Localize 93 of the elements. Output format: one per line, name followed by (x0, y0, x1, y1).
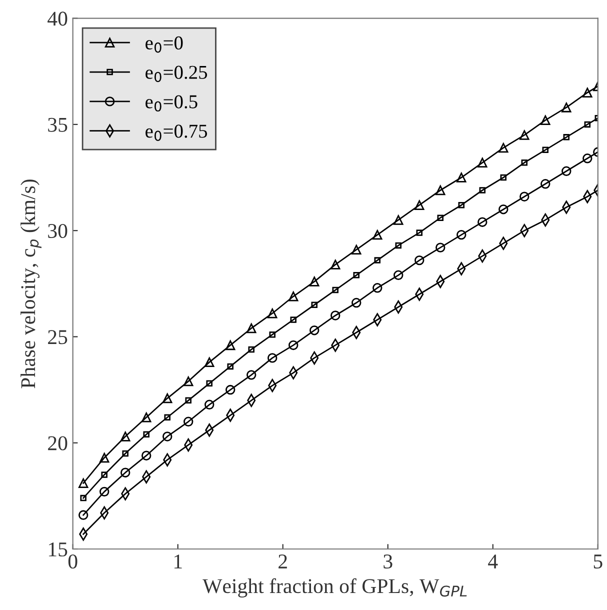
point (227, 363, 234, 370)
point (416, 230, 422, 236)
point (520, 130, 530, 140)
point (521, 160, 528, 166)
point (520, 192, 530, 202)
point (120, 468, 130, 478)
legend-label: e$_{0}$=0 (146, 36, 183, 53)
point (162, 393, 172, 404)
point (352, 244, 362, 255)
point (162, 432, 172, 442)
point (141, 412, 152, 422)
point (183, 416, 194, 426)
point (584, 121, 591, 128)
point (269, 331, 276, 338)
x-tick-label: 3 (384, 554, 392, 569)
point (414, 255, 424, 266)
point (456, 230, 466, 240)
point (436, 185, 446, 196)
x-tick-label: 5 (594, 554, 602, 569)
point (141, 450, 152, 460)
point (185, 397, 192, 404)
point (290, 316, 296, 323)
point (183, 376, 194, 386)
x-tick-label: 0 (68, 554, 78, 569)
point (436, 242, 446, 252)
point (268, 308, 278, 318)
y-tick-label: 25 (48, 330, 68, 344)
point (437, 214, 444, 221)
point (456, 172, 466, 182)
point (394, 270, 404, 280)
point (458, 202, 465, 208)
point (122, 450, 128, 457)
point (330, 260, 340, 270)
point (332, 286, 338, 294)
point (540, 115, 550, 126)
x-tick-label: 2 (278, 554, 287, 568)
point (374, 257, 380, 264)
point (248, 346, 254, 353)
point (268, 353, 278, 363)
point (563, 134, 570, 140)
point (372, 230, 382, 240)
point (311, 302, 318, 308)
y-tick-label: 15 (48, 542, 68, 556)
point (330, 310, 340, 320)
point (288, 292, 298, 302)
x-tick-label: 1 (174, 554, 182, 568)
point (246, 323, 256, 334)
point (478, 158, 488, 168)
point (352, 298, 362, 308)
legend-label: e$_{0}$=0.25 (146, 66, 208, 82)
point (80, 494, 86, 502)
point (478, 217, 488, 227)
point (498, 204, 508, 214)
point (99, 452, 110, 463)
point (498, 142, 508, 153)
point (372, 283, 382, 293)
point (395, 242, 402, 249)
point (288, 340, 298, 350)
point (500, 174, 507, 181)
point (246, 370, 256, 380)
point (414, 200, 424, 210)
point (225, 340, 236, 350)
point (143, 431, 150, 438)
point (542, 146, 549, 154)
point (394, 215, 404, 225)
point (99, 486, 110, 497)
point (78, 510, 88, 520)
point (225, 384, 236, 395)
y-tick-label: 35 (48, 118, 68, 132)
point (164, 414, 170, 421)
point (78, 478, 88, 488)
point (310, 276, 320, 286)
point (562, 166, 572, 176)
y-axis-title: Phase velocity, c$_{p}$ (km/s) (20, 180, 42, 388)
point (120, 432, 130, 442)
point (204, 357, 214, 368)
point (582, 88, 592, 98)
point (101, 472, 108, 478)
point (310, 325, 320, 336)
x-axis-title: Weight fraction of GPLs, W$_{GPL}$ (202, 578, 467, 598)
y-tick-label: 40 (48, 12, 68, 26)
point (562, 102, 572, 112)
y-tick-label: 20 (48, 436, 68, 450)
point (582, 154, 592, 164)
point (206, 380, 212, 387)
point (353, 272, 360, 278)
x-tick-label: 4 (488, 554, 498, 568)
legend-label: e$_{0}$=0.5 (146, 95, 198, 112)
point (540, 179, 550, 189)
point (204, 400, 214, 410)
legend-label: e$_{0}$=0.75 (146, 124, 208, 141)
y-tick-label: 30 (48, 224, 68, 238)
point (479, 187, 486, 194)
